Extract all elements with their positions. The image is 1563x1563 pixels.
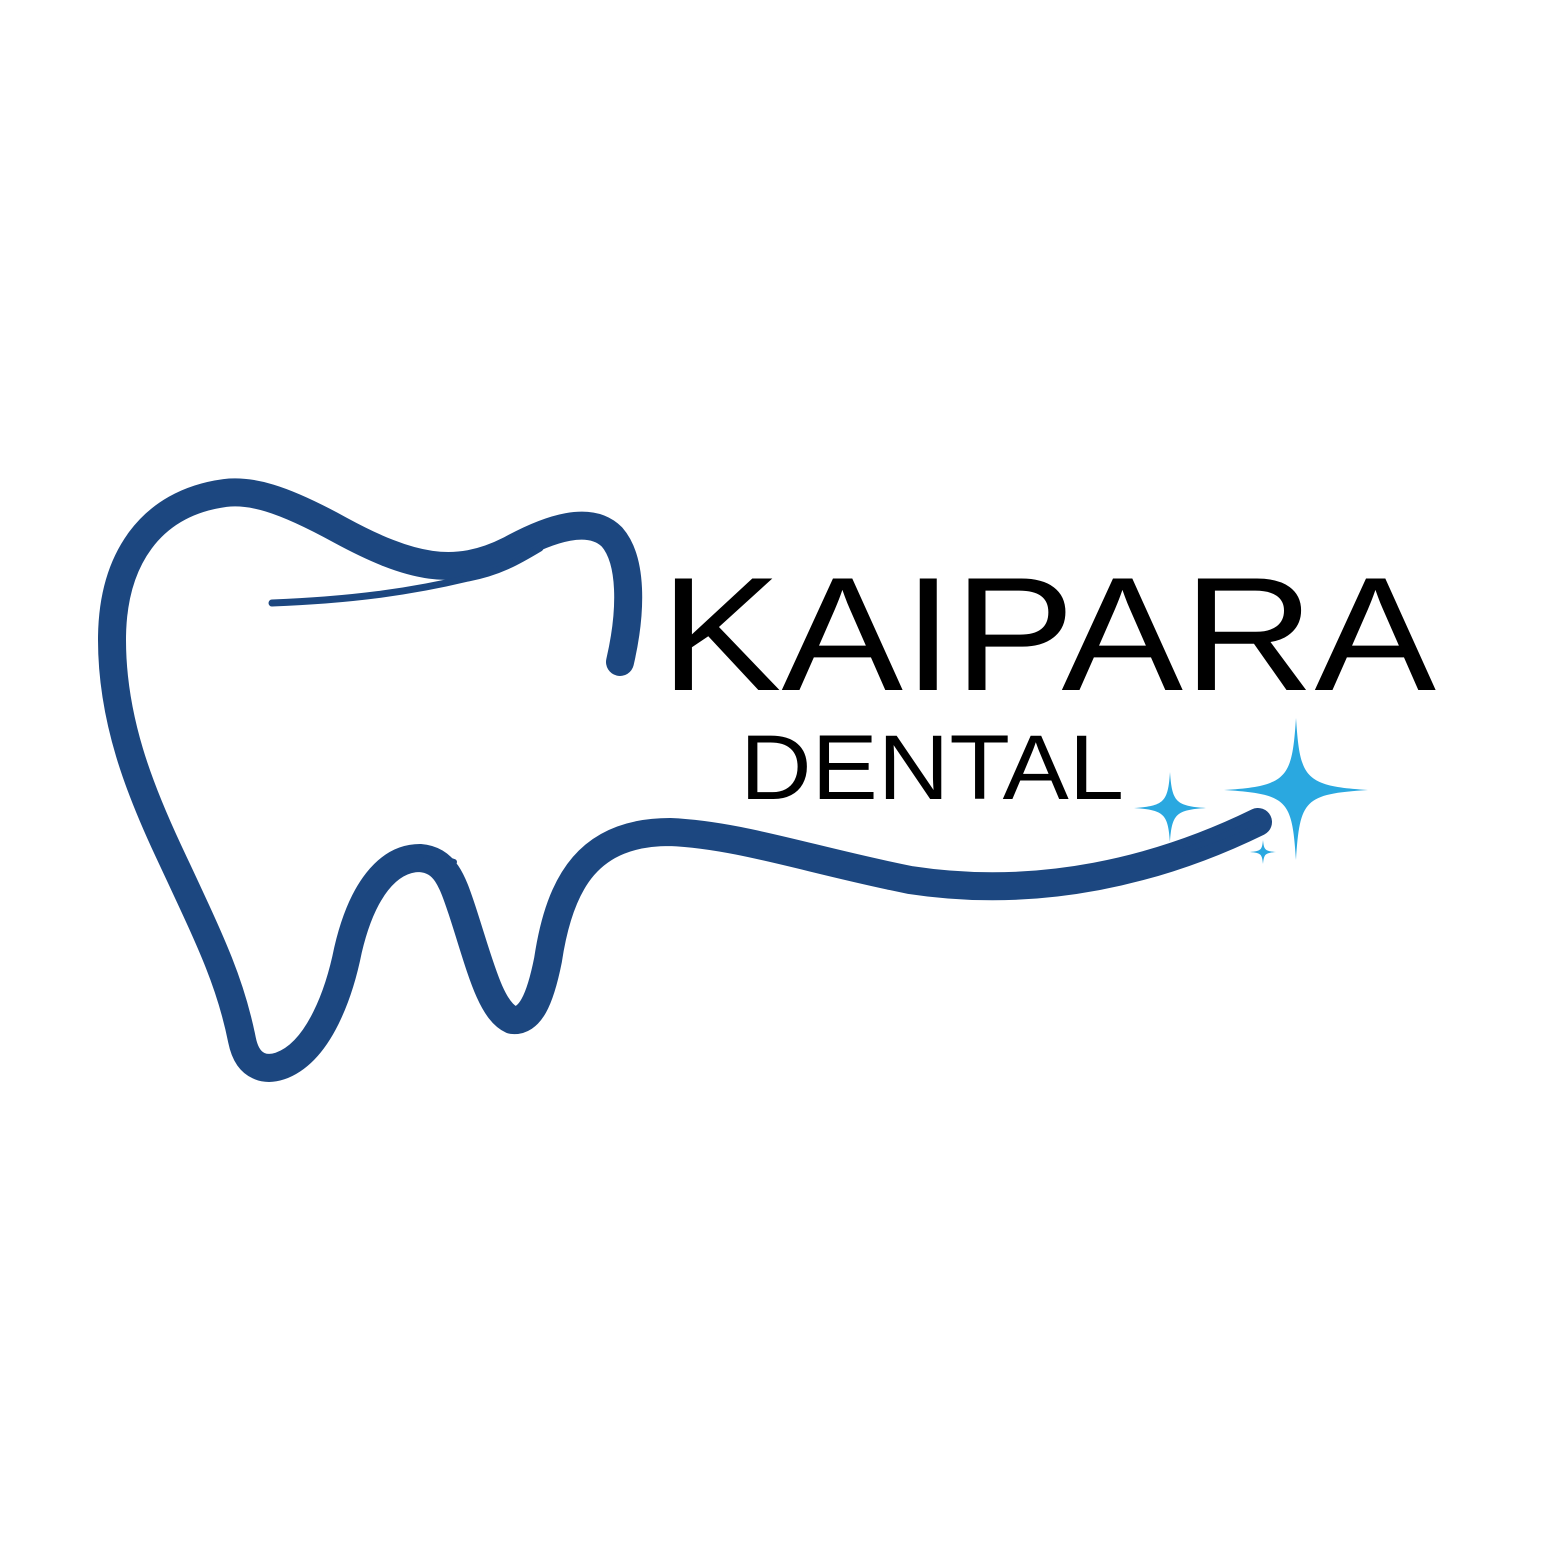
brand-name-line1: KAIPARA [660, 544, 1436, 725]
sparkle-small [1250, 840, 1276, 864]
tooth-swoosh-tail [1177, 817, 1261, 855]
brand-name-line2: DENTAL [740, 717, 1124, 819]
tooth-inner-hook [402, 855, 457, 873]
tooth-outline-icon [98, 478, 1272, 1082]
tooth-inner-curve [268, 544, 544, 607]
sparkle-large [1224, 718, 1368, 860]
sparkle-medium [1134, 772, 1206, 842]
tooth-outer-stroke [98, 478, 1272, 1082]
sparkle-icon [1134, 718, 1368, 864]
